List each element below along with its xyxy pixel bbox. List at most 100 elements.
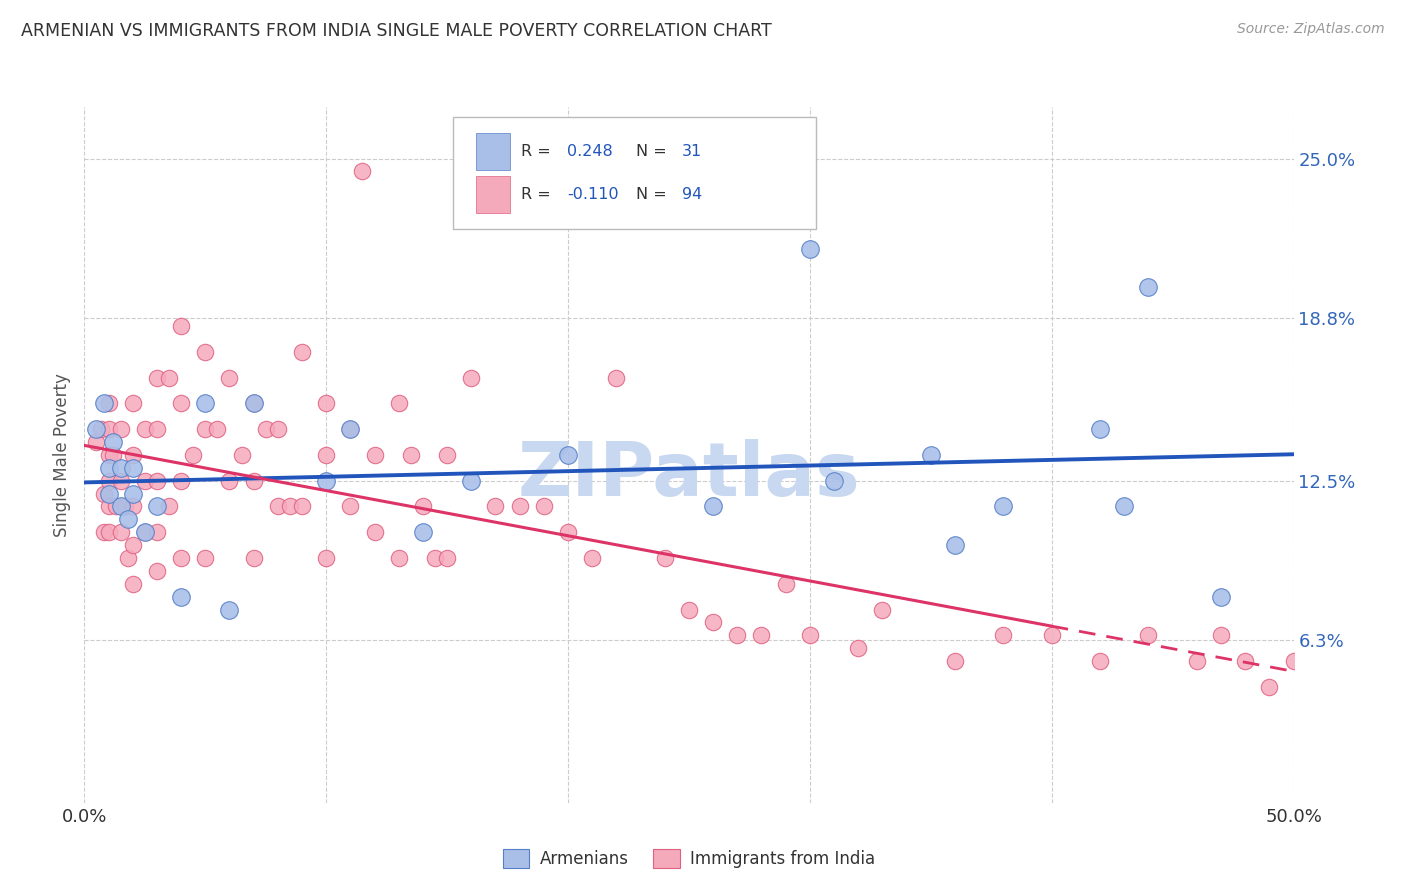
- Text: R =: R =: [520, 187, 555, 202]
- Point: [207, 422, 229, 436]
- Point: [97, 396, 120, 410]
- Text: R =: R =: [520, 145, 555, 159]
- Point: [86, 422, 108, 436]
- Point: [339, 422, 361, 436]
- Point: [170, 319, 193, 334]
- Point: [194, 344, 217, 359]
- Point: [278, 500, 301, 514]
- Point: [1114, 500, 1136, 514]
- Point: [943, 654, 966, 668]
- Point: [339, 500, 361, 514]
- Point: [242, 551, 264, 566]
- Point: [315, 551, 337, 566]
- Point: [993, 500, 1015, 514]
- Point: [315, 474, 337, 488]
- FancyBboxPatch shape: [477, 176, 510, 213]
- Point: [97, 460, 120, 475]
- Point: [352, 164, 374, 178]
- Text: N =: N =: [636, 187, 672, 202]
- Point: [157, 500, 180, 514]
- Point: [218, 370, 240, 384]
- Point: [110, 500, 132, 514]
- Point: [146, 564, 169, 578]
- Point: [872, 602, 894, 616]
- Point: [97, 474, 120, 488]
- Point: [218, 474, 240, 488]
- Point: [920, 448, 942, 462]
- Point: [146, 500, 169, 514]
- Point: [388, 396, 411, 410]
- Point: [103, 435, 125, 450]
- Point: [436, 551, 458, 566]
- Point: [363, 448, 385, 462]
- Point: [436, 448, 458, 462]
- Legend: Armenians, Immigrants from India: Armenians, Immigrants from India: [496, 842, 882, 874]
- Point: [110, 474, 132, 488]
- Point: [146, 422, 169, 436]
- Point: [484, 500, 506, 514]
- Point: [194, 422, 217, 436]
- Point: [121, 486, 143, 500]
- FancyBboxPatch shape: [477, 133, 510, 170]
- Point: [194, 396, 217, 410]
- Point: [1209, 590, 1232, 604]
- Point: [90, 422, 112, 436]
- Point: [1040, 628, 1063, 642]
- Point: [1258, 680, 1281, 694]
- Point: [242, 474, 264, 488]
- Point: [1137, 280, 1160, 294]
- Point: [1234, 654, 1257, 668]
- Point: [1209, 628, 1232, 642]
- Point: [799, 628, 821, 642]
- Point: [114, 500, 136, 514]
- Point: [291, 344, 314, 359]
- Point: [146, 370, 169, 384]
- Point: [170, 551, 193, 566]
- Point: [110, 422, 132, 436]
- Text: N =: N =: [636, 145, 672, 159]
- Point: [134, 525, 156, 540]
- Point: [1137, 628, 1160, 642]
- Point: [93, 396, 115, 410]
- Point: [242, 396, 264, 410]
- Point: [242, 396, 264, 410]
- Point: [194, 551, 217, 566]
- Point: [170, 396, 193, 410]
- Point: [339, 422, 361, 436]
- Point: [97, 525, 120, 540]
- Point: [509, 500, 531, 514]
- Point: [581, 551, 603, 566]
- Point: [315, 396, 337, 410]
- Point: [117, 551, 139, 566]
- Point: [775, 576, 797, 591]
- Point: [702, 500, 724, 514]
- Point: [725, 628, 748, 642]
- Point: [121, 396, 143, 410]
- Point: [943, 538, 966, 552]
- Point: [121, 538, 143, 552]
- Point: [121, 460, 143, 475]
- Text: Source: ZipAtlas.com: Source: ZipAtlas.com: [1237, 22, 1385, 37]
- Point: [291, 500, 314, 514]
- Point: [533, 500, 555, 514]
- Point: [121, 576, 143, 591]
- Point: [110, 460, 132, 475]
- Y-axis label: Single Male Poverty: Single Male Poverty: [53, 373, 72, 537]
- Point: [823, 474, 845, 488]
- Point: [654, 551, 676, 566]
- Point: [751, 628, 773, 642]
- Point: [557, 525, 579, 540]
- Point: [1088, 654, 1111, 668]
- Point: [460, 474, 482, 488]
- Point: [254, 422, 277, 436]
- Point: [412, 500, 434, 514]
- Point: [678, 602, 700, 616]
- Text: ZIPatlas: ZIPatlas: [517, 439, 860, 512]
- Point: [557, 448, 579, 462]
- Point: [412, 525, 434, 540]
- Point: [146, 474, 169, 488]
- Text: -0.110: -0.110: [567, 187, 619, 202]
- Point: [157, 370, 180, 384]
- Text: ARMENIAN VS IMMIGRANTS FROM INDIA SINGLE MALE POVERTY CORRELATION CHART: ARMENIAN VS IMMIGRANTS FROM INDIA SINGLE…: [21, 22, 772, 40]
- Point: [97, 486, 120, 500]
